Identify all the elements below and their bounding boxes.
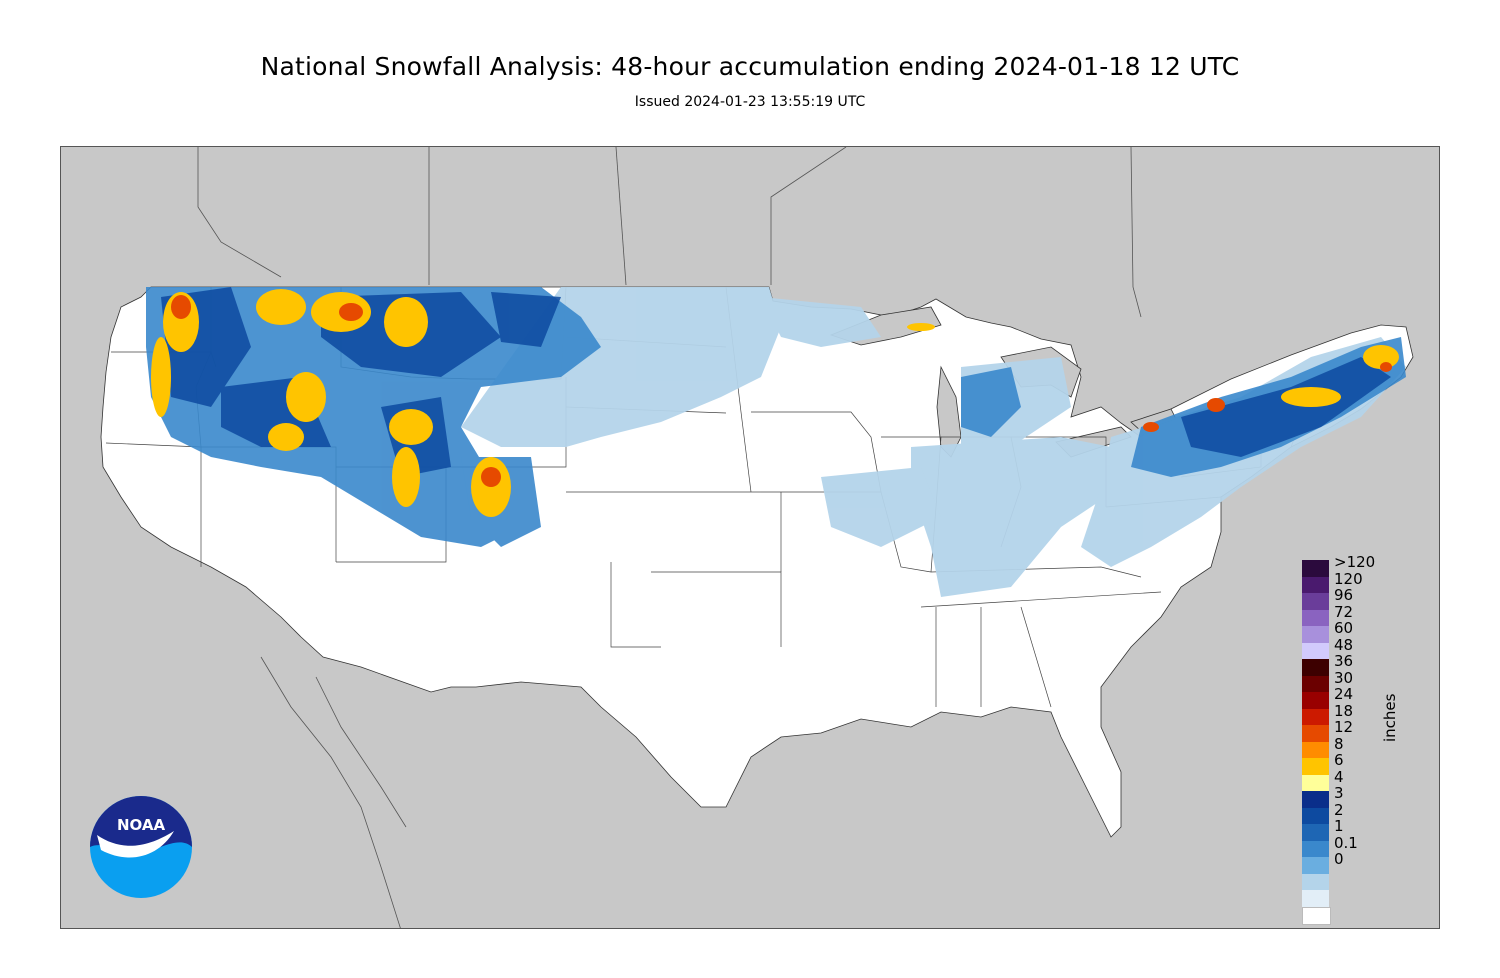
legend-units: inches	[1381, 693, 1399, 742]
legend-swatch	[1302, 857, 1329, 874]
legend-label: 36	[1334, 652, 1354, 670]
legend-label: 3	[1334, 784, 1344, 802]
legend-swatch	[1302, 741, 1329, 758]
legend-swatch	[1302, 906, 1331, 925]
legend-swatch	[1302, 774, 1329, 791]
legend-swatch	[1302, 824, 1329, 841]
legend-swatch	[1302, 642, 1329, 659]
legend-swatch	[1302, 807, 1329, 824]
legend-swatch	[1302, 659, 1329, 676]
legend-label: 2	[1334, 800, 1344, 819]
legend-label: 24	[1334, 685, 1354, 703]
noaa-logo-text: NOAA	[117, 816, 166, 834]
legend-swatch	[1302, 626, 1329, 643]
legend-label: >120	[1334, 553, 1376, 571]
mexico-coast	[260, 656, 407, 928]
legend-swatch	[1302, 593, 1329, 610]
legend-swatch	[1302, 675, 1329, 692]
legend-label: 60	[1334, 619, 1354, 637]
legend-swatch	[1302, 890, 1329, 907]
map-canvas	[100, 147, 1414, 928]
legend-label: 8	[1334, 734, 1344, 753]
legend-label: 6	[1334, 751, 1344, 769]
canada-province-lines	[197, 147, 1142, 318]
legend-swatch	[1302, 758, 1329, 775]
legend-swatch	[1302, 840, 1329, 857]
snowfall-18-24-inch-areas	[171, 295, 1392, 487]
legend-label: 96	[1334, 586, 1354, 604]
legend-label: 4	[1334, 767, 1344, 786]
legend-label: 48	[1334, 635, 1354, 654]
legend-label: 12	[1334, 718, 1354, 736]
legend-swatch	[1302, 609, 1329, 626]
noaa-logo: NOAA	[90, 796, 192, 898]
legend-swatch	[1302, 708, 1329, 725]
legend-label: 1	[1334, 817, 1344, 835]
legend-swatch	[1302, 576, 1329, 593]
legend-swatch	[1302, 725, 1329, 742]
map-subtitle: Issued 2024-01-23 13:55:19 UTC	[634, 94, 866, 110]
legend-label: 30	[1334, 668, 1354, 687]
snowfall-map	[60, 146, 1440, 929]
legend-swatch	[1302, 692, 1329, 709]
legend-swatch	[1302, 791, 1329, 808]
legend-label: 120	[1334, 569, 1363, 588]
map-title: National Snowfall Analysis: 48-hour accu…	[260, 52, 1240, 81]
legend-label: 0.1	[1334, 833, 1358, 852]
legend-label: 72	[1334, 602, 1354, 621]
legend-label: 18	[1334, 701, 1354, 720]
legend-swatch	[1302, 873, 1329, 890]
legend-swatch	[1302, 560, 1329, 577]
legend-label: 0	[1334, 850, 1344, 868]
